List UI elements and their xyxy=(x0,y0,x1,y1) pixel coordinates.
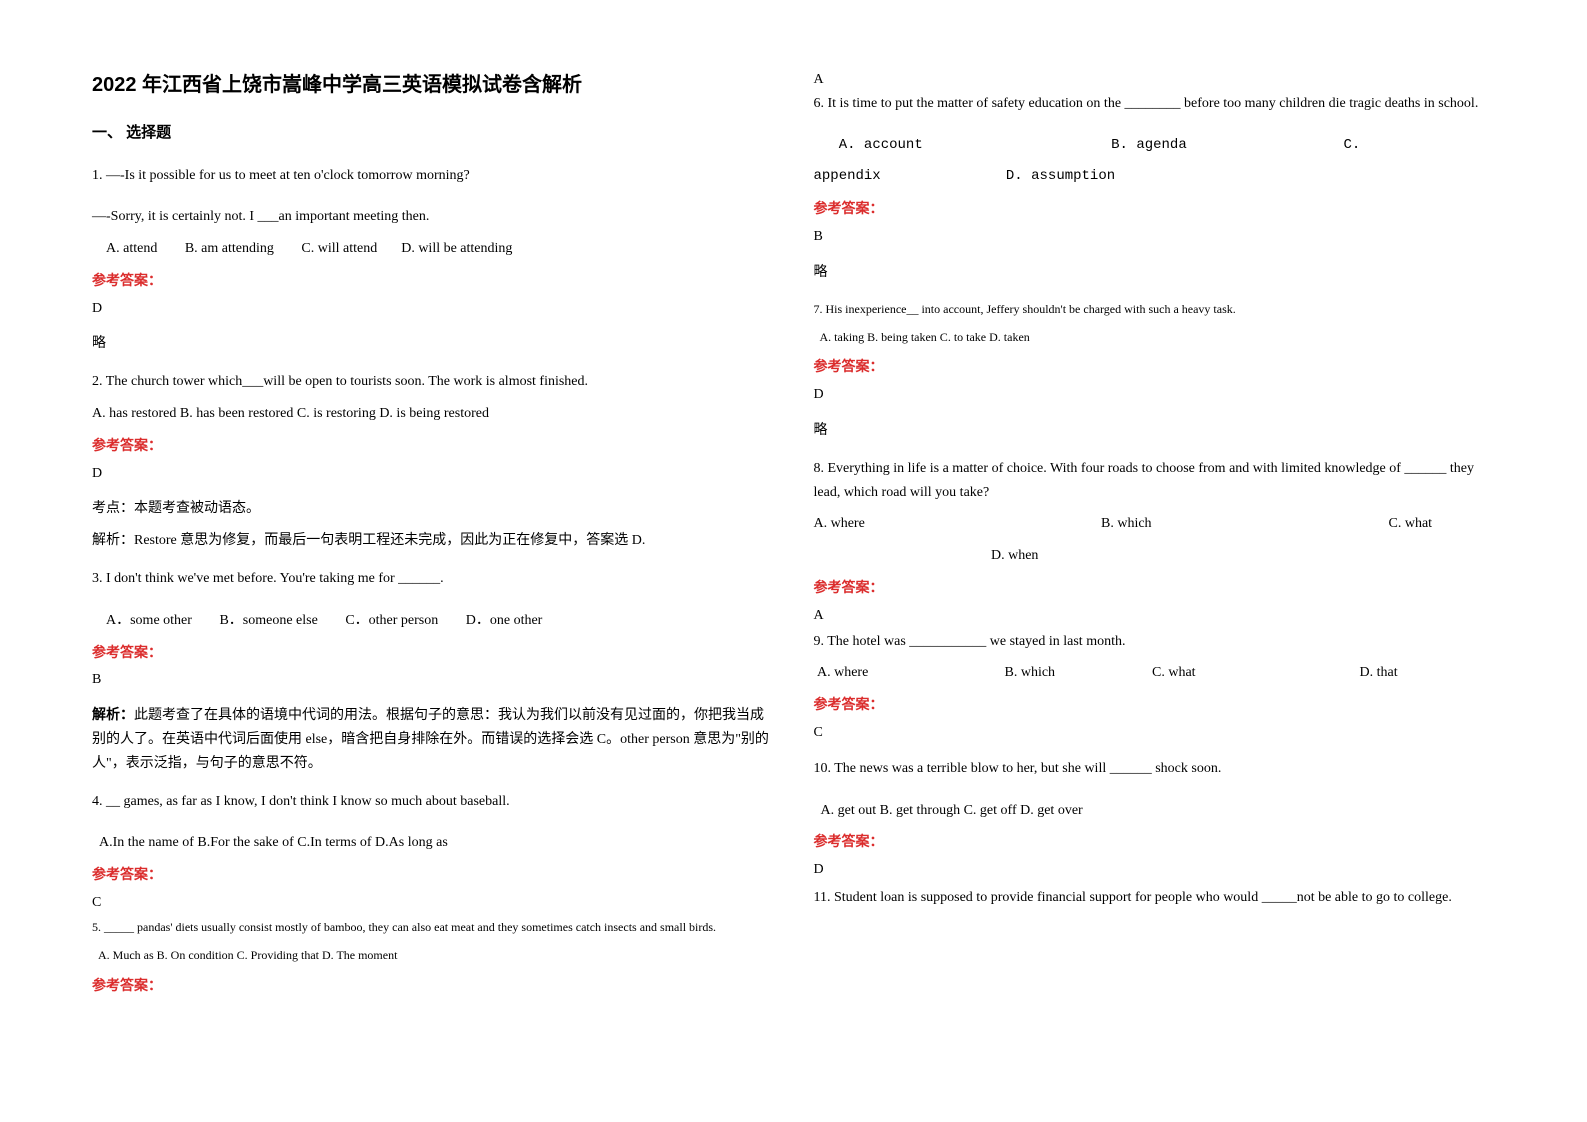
q5-options-text: A. Much as B. On condition C. Providing … xyxy=(98,948,397,962)
q1-line1: 1. —-Is it possible for us to meet at te… xyxy=(92,164,774,188)
q7-stem: 7. His inexperience__ into account, Jeff… xyxy=(814,299,1496,319)
q9-options: A. where B. which C. what D. that xyxy=(814,661,1496,685)
answer-label: 参考答案： xyxy=(814,830,1496,854)
q7-answer: D xyxy=(814,383,1496,407)
q3-answer: B xyxy=(92,668,774,692)
q2-note1: 考点：本题考查被动语态。 xyxy=(92,497,774,521)
q7-options-text: A. taking B. being taken C. to take D. t… xyxy=(820,330,1030,344)
q4-answer: C xyxy=(92,891,774,915)
q5-stem: 5. _____ pandas' diets usually consist m… xyxy=(92,917,774,937)
q1-opt-b: B. am attending xyxy=(185,237,274,261)
q4-stem: 4. __ games, as far as I know, I don't t… xyxy=(92,790,774,814)
q10-options-text: A. get out B. get through C. get off D. … xyxy=(821,803,1083,818)
q2-stem: 2. The church tower which___will be open… xyxy=(92,370,774,394)
q8-stem: 8. Everything in life is a matter of cho… xyxy=(814,457,1496,505)
answer-label: 参考答案： xyxy=(814,197,1496,221)
q7-lue: 略 xyxy=(814,419,1496,443)
q4-options: A.In the name of B.For the sake of C.In … xyxy=(92,831,774,855)
right-column: A 6. It is time to put the matter of saf… xyxy=(794,68,1516,1054)
q6-opt-c: C. xyxy=(1344,134,1361,158)
q2-answer: D xyxy=(92,462,774,486)
q3-explain-text: 此题考查了在具体的语境中代词的用法。根据句子的意思：我认为我们以前没有见过面的，… xyxy=(92,708,769,771)
q3-opt-b: B．someone else xyxy=(219,609,317,633)
q6-answer: B xyxy=(814,225,1496,249)
q7-options: A. taking B. being taken C. to take D. t… xyxy=(814,327,1496,347)
section-heading: 一、 选择题 xyxy=(92,120,774,146)
q11-stem: 11. Student loan is supposed to provide … xyxy=(814,886,1496,910)
q8-opt-a: A. where xyxy=(814,512,1074,536)
q8-opt-c: C. what xyxy=(1389,512,1433,536)
answer-label: 参考答案： xyxy=(92,641,774,665)
answer-label: 参考答案： xyxy=(814,355,1496,379)
q8-opt-d: D. when xyxy=(991,544,1038,568)
q9-opt-a: A. where xyxy=(817,661,977,685)
answer-label: 参考答案： xyxy=(814,576,1496,600)
q1-opt-c: C. will attend xyxy=(301,237,377,261)
q3-explain: 解析：此题考查了在具体的语境中代词的用法。根据句子的意思：我认为我们以前没有见过… xyxy=(92,704,774,775)
q9-opt-b: B. which xyxy=(1005,661,1125,685)
q6-opt-a: A. account xyxy=(839,134,1079,158)
q10-answer: D xyxy=(814,858,1496,882)
q4-options-text: A.In the name of B.For the sake of C.In … xyxy=(99,835,448,850)
q9-opt-d: D. that xyxy=(1360,661,1398,685)
answer-label: 参考答案： xyxy=(92,269,774,293)
page-title: 2022 年江西省上饶市嵩峰中学高三英语模拟试卷含解析 xyxy=(92,68,774,102)
answer-label: 参考答案： xyxy=(92,434,774,458)
q2-note2: 解析：Restore 意思为修复，而最后一句表明工程还未完成，因此为正在修复中，… xyxy=(92,529,774,553)
q3-opt-a: A．some other xyxy=(106,609,192,633)
q1-opt-d: D. will be attending xyxy=(401,237,512,261)
explain-label: 解析： xyxy=(92,708,134,723)
q3-stem: 3. I don't think we've met before. You'r… xyxy=(92,567,774,591)
q1-options: A. attend B. am attending C. will attend… xyxy=(92,237,774,261)
q6-opt-c2: appendix xyxy=(814,165,974,189)
q1-answer: D xyxy=(92,297,774,321)
answer-label: 参考答案： xyxy=(92,863,774,887)
q6-options-row1: A. account B. agenda C. xyxy=(814,134,1496,158)
q5-options: A. Much as B. On condition C. Providing … xyxy=(92,945,774,965)
q10-stem: 10. The news was a terrible blow to her,… xyxy=(814,757,1496,781)
q1-line2: —-Sorry, it is certainly not. I ___an im… xyxy=(92,205,774,229)
q6-opt-b: B. agenda xyxy=(1111,134,1311,158)
q6-opt-d: D. assumption xyxy=(1006,165,1115,189)
q5-answer: A xyxy=(814,68,1496,92)
left-column: 2022 年江西省上饶市嵩峰中学高三英语模拟试卷含解析 一、 选择题 1. —-… xyxy=(72,68,794,1054)
q3-opt-c: C．other person xyxy=(345,609,438,633)
q8-opt-b: B. which xyxy=(1101,512,1361,536)
q3-options: A．some other B．someone else C．other pers… xyxy=(92,609,774,633)
q2-options: A. has restored B. has been restored C. … xyxy=(92,402,774,426)
q9-stem: 9. The hotel was ___________ we stayed i… xyxy=(814,630,1496,654)
q9-opt-c: C. what xyxy=(1152,661,1332,685)
answer-label: 参考答案： xyxy=(92,974,774,998)
q6-stem: 6. It is time to put the matter of safet… xyxy=(814,92,1496,116)
q1-lue: 略 xyxy=(92,332,774,356)
q6-lue: 略 xyxy=(814,261,1496,285)
q9-answer: C xyxy=(814,721,1496,745)
q8-answer: A xyxy=(814,604,1496,628)
answer-label: 参考答案： xyxy=(814,693,1496,717)
q6-options-row2: appendix D. assumption xyxy=(814,165,1496,189)
q3-opt-d: D．one other xyxy=(466,609,543,633)
q10-options: A. get out B. get through C. get off D. … xyxy=(814,799,1496,823)
q1-opt-a: A. attend xyxy=(106,237,157,261)
q8-options-row2: D. when xyxy=(814,544,1496,568)
q8-options-row1: A. where B. which C. what xyxy=(814,512,1496,536)
